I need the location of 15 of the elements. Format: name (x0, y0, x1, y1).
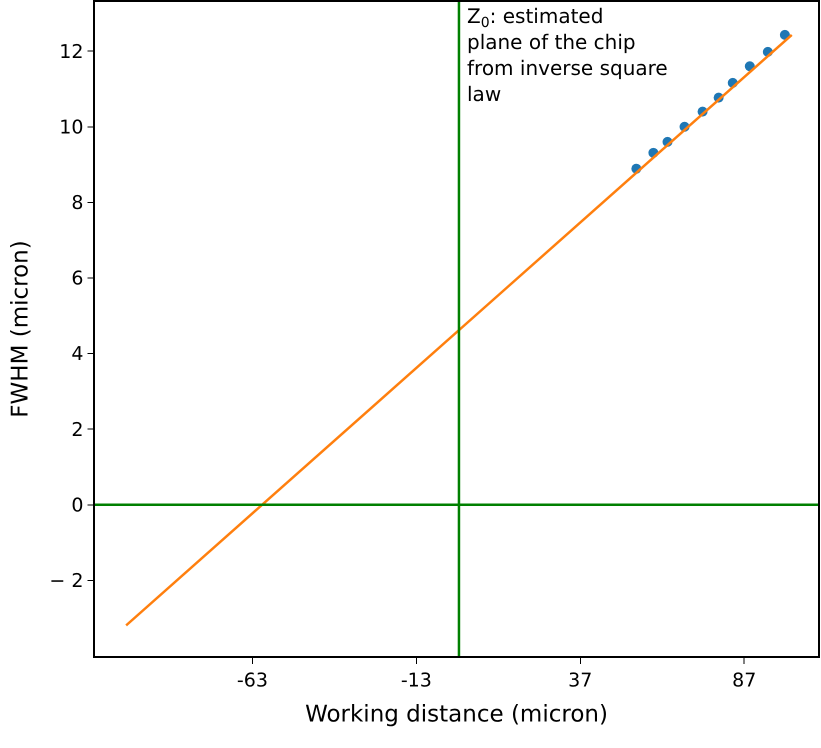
y-tick-label: 10 (59, 116, 84, 138)
x-tick-label: 37 (568, 670, 592, 692)
y-axis-title: FWHM (micron) (7, 240, 34, 418)
y-tick-label: 8 (71, 192, 84, 214)
x-axis-title: Working distance (micron) (305, 702, 608, 728)
y-tick-label: 0 (71, 494, 84, 516)
ref-line-label: Z$_{0}$: estimated plane of the chip from inverse square law (467, 4, 668, 106)
x-tick-label: -13 (400, 670, 432, 692)
y-tick-label: 4 (71, 343, 84, 366)
x-tick-label: 87 (732, 670, 756, 692)
y-tick-label: − 2 (49, 570, 84, 592)
y-tick-label: 2 (71, 418, 84, 441)
y-tick-label: 6 (71, 268, 84, 290)
y-tick-label: 12 (59, 40, 84, 63)
x-tick-label: -63 (236, 670, 268, 692)
